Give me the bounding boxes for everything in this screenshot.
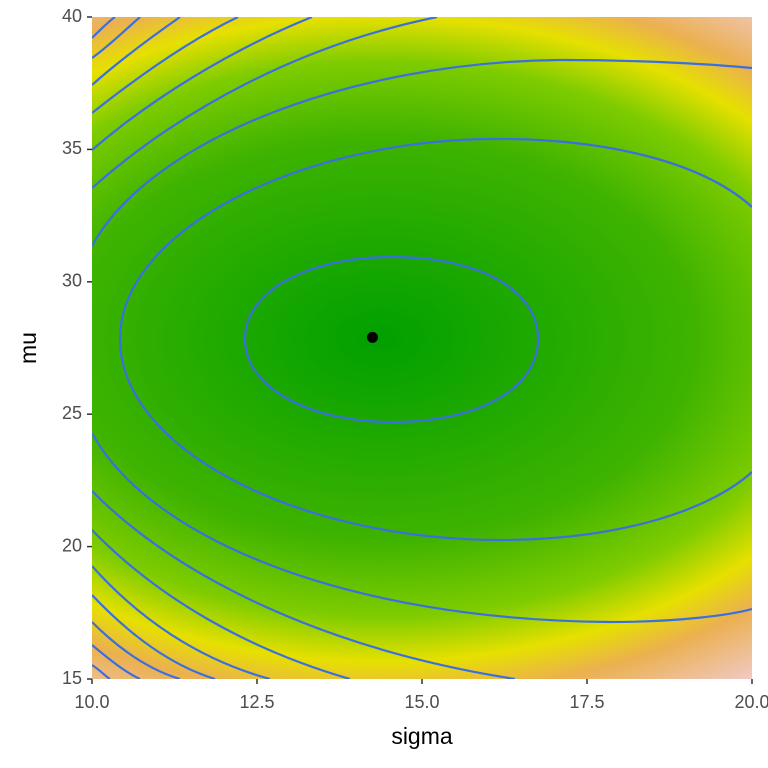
heatmap [92,17,752,679]
y-tick-label: 20 [62,535,82,555]
likelihood-surface [92,17,752,679]
x-tick-label: 12.5 [239,692,274,712]
y-tick-label: 35 [62,138,82,158]
x-tick-label: 15.0 [404,692,439,712]
x-tick-label: 17.5 [569,692,604,712]
y-tick-label: 40 [62,6,82,26]
x-axis-title: sigma [391,723,453,749]
y-axis-title: mu [15,332,41,364]
y-tick-label: 25 [62,403,82,423]
y-tick-label: 15 [62,668,82,688]
point [367,331,378,343]
x-tick-label: 20.0 [734,692,768,712]
contours [92,17,752,679]
x-tick-label: 10.0 [74,692,109,712]
y-tick-label: 30 [62,271,82,291]
